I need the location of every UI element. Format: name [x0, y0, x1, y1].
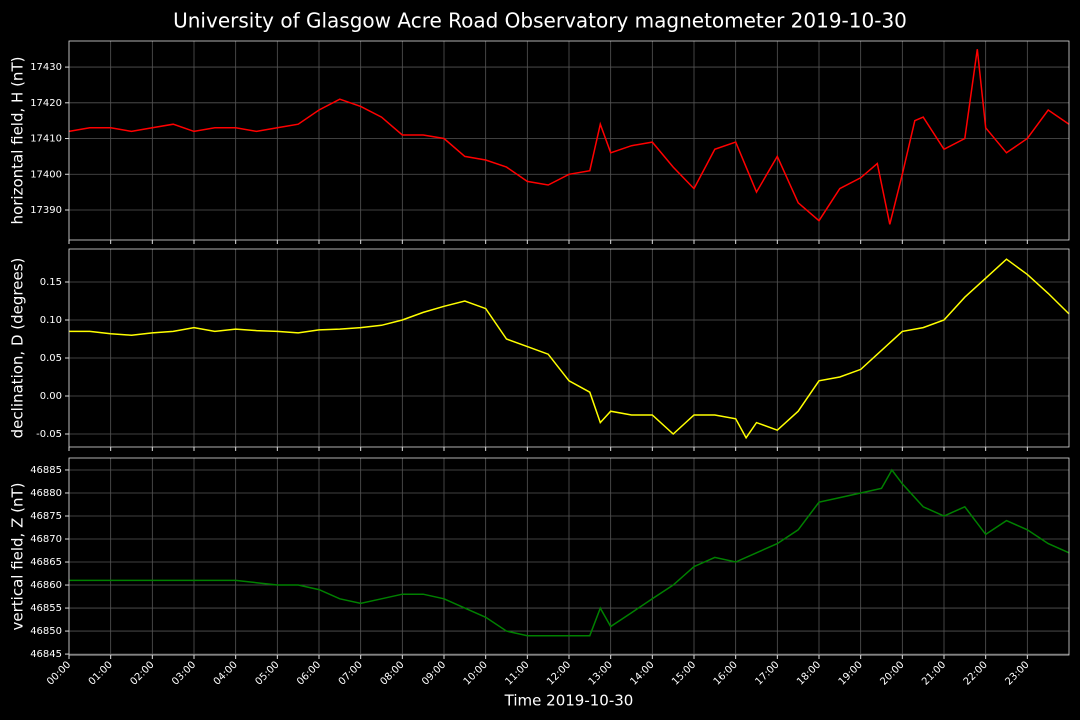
x-tick-label: 23:00 [1003, 659, 1031, 687]
x-tick-label: 03:00 [170, 659, 198, 687]
y-tick-label: 46875 [30, 511, 62, 522]
x-tick-label: 07:00 [337, 659, 365, 687]
y-tick-label: 46860 [30, 580, 62, 591]
y-tick-label: 17390 [30, 205, 62, 216]
y-tick-label: 0.15 [40, 277, 62, 288]
y-tick-label: 17410 [30, 134, 62, 145]
y-tick-label: 46850 [30, 626, 62, 637]
x-tick-label: 00:00 [45, 659, 73, 687]
data-line [68, 49, 1070, 225]
x-tick-label: 04:00 [212, 659, 240, 687]
y-tick-label: 46855 [30, 603, 62, 614]
x-tick-label: 22:00 [962, 659, 990, 687]
x-tick-label: 12:00 [545, 659, 573, 687]
y-tick-label: 0.05 [40, 353, 62, 364]
y-tick-label: 17430 [30, 62, 62, 73]
x-tick-label: 01:00 [87, 659, 115, 687]
y-tick-label: 46865 [30, 557, 62, 568]
y-axis-label: horizontal field, H (nT) [9, 57, 27, 225]
plot-frame [68, 40, 1070, 241]
x-tick-label: 14:00 [628, 659, 656, 687]
x-tick-label: 09:00 [420, 659, 448, 687]
x-tick-label: 15:00 [670, 659, 698, 687]
x-tick-label: 19:00 [837, 659, 865, 687]
x-tick-label: 06:00 [295, 659, 323, 687]
y-tick-label: 46870 [30, 534, 62, 545]
x-tick-label: 20:00 [878, 659, 906, 687]
x-tick-label: 05:00 [253, 659, 281, 687]
x-tick-label: 13:00 [587, 659, 615, 687]
y-axis-label: vertical field, Z (nT) [9, 482, 27, 630]
x-tick-label: 21:00 [920, 659, 948, 687]
x-axis-label: Time 2019-10-30 [504, 692, 634, 710]
y-tick-label: 46885 [30, 465, 62, 476]
x-tick-label: 02:00 [128, 659, 156, 687]
x-tick-label: 16:00 [712, 659, 740, 687]
y-tick-label: 17400 [30, 169, 62, 180]
y-tick-label: 46880 [30, 488, 62, 499]
x-tick-label: 08:00 [378, 659, 406, 687]
y-tick-label: 0.10 [40, 315, 62, 326]
y-tick-label: -0.05 [36, 429, 62, 440]
plot-frame [68, 248, 1070, 448]
y-tick-label: 0.00 [40, 391, 62, 402]
x-tick-label: 18:00 [795, 659, 823, 687]
data-line [69, 468, 1070, 637]
y-axis-label: declination, D (degrees) [9, 258, 27, 439]
title: University of Glasgow Acre Road Observat… [173, 9, 907, 33]
x-tick-label: 11:00 [503, 659, 531, 687]
y-tick-label: 46845 [30, 649, 62, 660]
x-tick-label: 17:00 [753, 659, 781, 687]
x-tick-label: 10:00 [462, 659, 490, 687]
plot-frame [68, 457, 1070, 656]
y-tick-label: 17420 [30, 98, 62, 109]
data-line [69, 258, 1070, 440]
